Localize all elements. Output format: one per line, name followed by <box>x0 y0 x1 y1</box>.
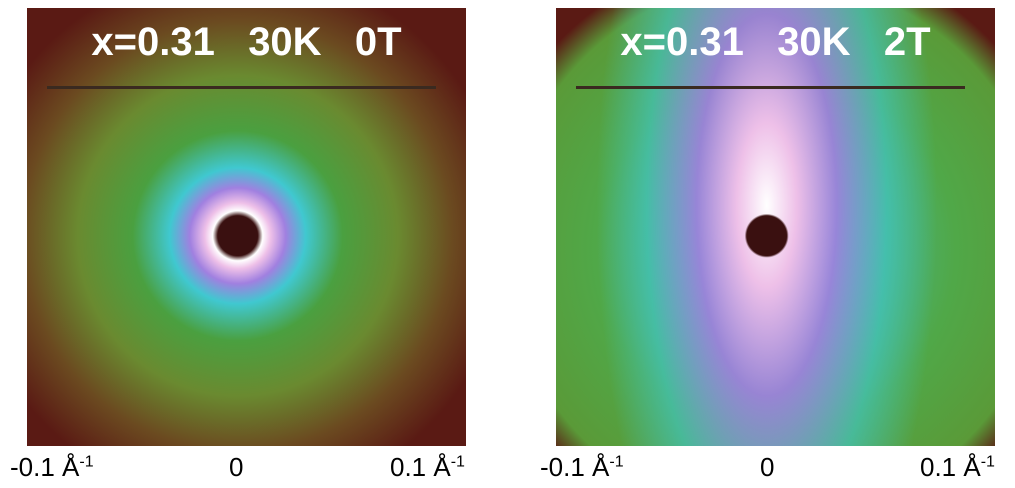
axis-label: 0 <box>229 452 243 483</box>
label-text: -0.1 Å <box>540 452 610 482</box>
label-text: 0 <box>760 452 775 482</box>
label-text: 0 <box>229 452 244 482</box>
label-text: 0.1 Å <box>390 452 451 482</box>
axis-label: 0.1 Å-1 <box>920 452 995 483</box>
scattering-image: x=0.31 30K 0T <box>27 8 466 446</box>
axis-label: 0.1 Å-1 <box>390 452 465 483</box>
scattering-image: x=0.31 30K 2T <box>556 8 995 446</box>
label-text: 0.1 Å <box>920 452 981 482</box>
label-sup: -1 <box>450 453 465 471</box>
panel-title: x=0.31 30K 0T <box>91 20 402 64</box>
label-text: -0.1 Å <box>10 452 80 482</box>
axis-label: -0.1 Å-1 <box>10 452 94 483</box>
label-sup: -1 <box>609 453 624 471</box>
axis-label: -0.1 Å-1 <box>540 452 624 483</box>
panel-title: x=0.31 30K 2T <box>620 20 931 64</box>
label-sup: -1 <box>980 453 995 471</box>
beam-stop-line <box>576 86 965 89</box>
beam-stop-line <box>47 86 436 89</box>
label-sup: -1 <box>79 453 94 471</box>
axis-label: 0 <box>760 452 774 483</box>
